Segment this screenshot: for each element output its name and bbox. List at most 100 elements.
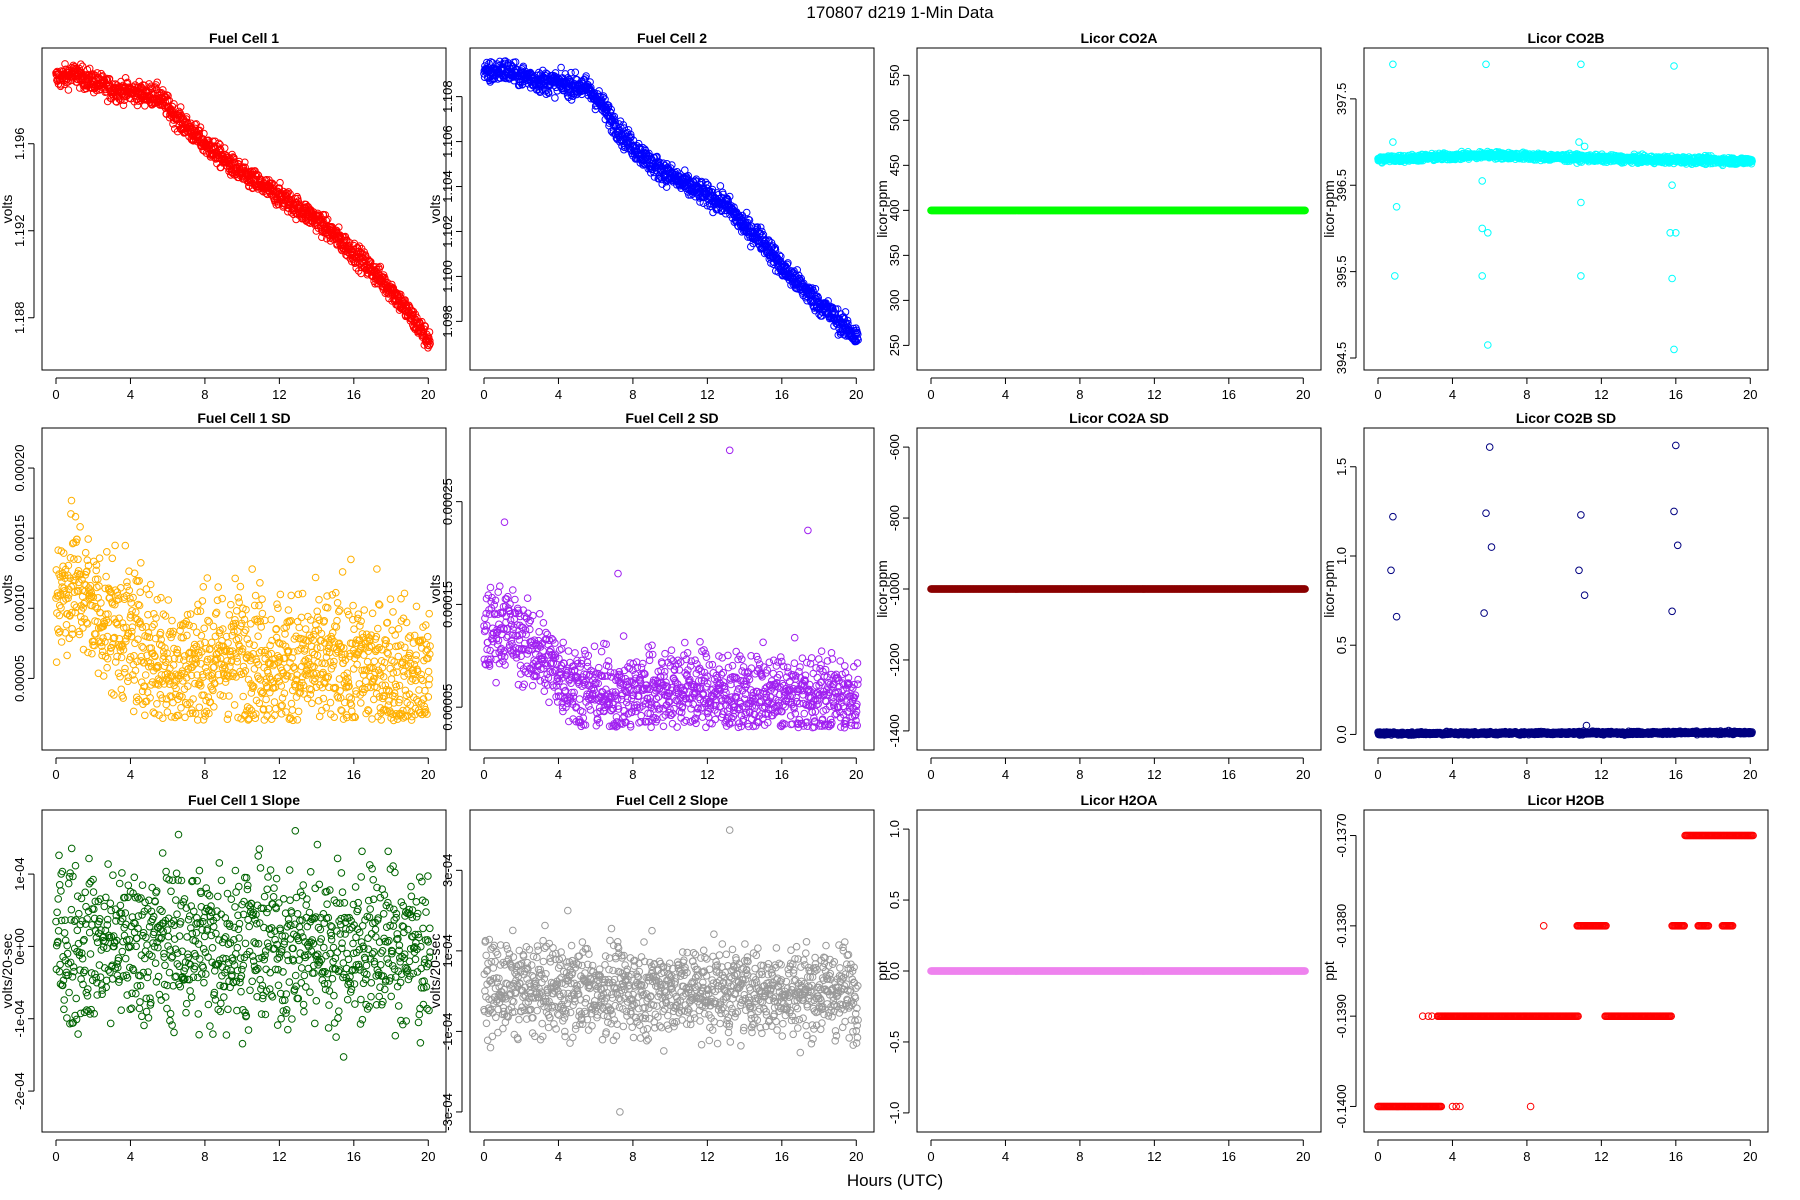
- y-tick-label: 1.106: [440, 125, 455, 158]
- y-tick-label: 1.188: [12, 301, 27, 334]
- y-tick-label: 1.102: [440, 215, 455, 248]
- plot-frame: [469, 47, 875, 371]
- y-tick-label: 1.196: [12, 127, 27, 160]
- x-tick-label: 12: [272, 767, 286, 782]
- data-point: [276, 178, 284, 187]
- data-point: [159, 610, 168, 619]
- y-tick-label: 1.192: [12, 214, 27, 247]
- data-point: [128, 623, 137, 632]
- x-tick-label: 8: [201, 767, 208, 782]
- x-tick-label: 4: [127, 767, 134, 782]
- x-tick-label: 16: [1669, 387, 1683, 402]
- data-point: [775, 251, 784, 260]
- data-point: [224, 710, 233, 719]
- data-point: [396, 290, 405, 299]
- series-points: [52, 496, 434, 725]
- data-point: [128, 607, 136, 615]
- data-point: [701, 178, 710, 187]
- data-point: [63, 651, 71, 660]
- data-point: [613, 135, 622, 144]
- data-point: [74, 555, 82, 564]
- data-point: [1478, 224, 1486, 233]
- data-point: [195, 703, 204, 712]
- x-tick-label: 4: [127, 387, 134, 402]
- data-point: [130, 569, 139, 578]
- y-tick-label: 394.5: [1334, 342, 1349, 375]
- data-point: [341, 232, 350, 241]
- data-point: [587, 83, 595, 92]
- data-point: [1392, 203, 1401, 211]
- data-point: [389, 284, 398, 292]
- data-point: [168, 616, 176, 625]
- data-point: [544, 89, 553, 97]
- data-point: [145, 590, 153, 599]
- data-point: [61, 60, 69, 68]
- x-tick-label: 12: [1147, 387, 1161, 402]
- y-tick-label: 0.00020: [12, 445, 27, 492]
- data-point: [1577, 198, 1585, 207]
- y-tick-label: 395.5: [1334, 255, 1349, 288]
- data-point: [194, 600, 202, 609]
- x-tick-label: 16: [347, 387, 361, 402]
- data-point: [1478, 177, 1486, 185]
- y-tick-label: 450: [887, 154, 902, 176]
- y-tick-label: 300: [887, 290, 902, 312]
- data-point: [119, 694, 127, 702]
- y-axis-label: licor-ppm: [874, 180, 890, 238]
- data-point: [103, 663, 111, 672]
- plot-frame: [41, 47, 447, 371]
- data-point: [518, 80, 527, 88]
- data-point: [626, 134, 634, 142]
- x-tick-label: 8: [629, 387, 636, 402]
- data-point: [626, 130, 635, 139]
- data-point: [210, 703, 218, 711]
- data-point: [662, 183, 671, 191]
- data-point: [146, 580, 155, 589]
- data-point: [1670, 62, 1678, 70]
- data-point: [139, 644, 148, 652]
- data-point: [108, 554, 117, 563]
- x-tick-label: 12: [1594, 387, 1608, 402]
- data-point: [716, 182, 725, 190]
- data-point: [119, 101, 128, 109]
- data-point: [103, 548, 111, 556]
- data-point: [607, 105, 616, 114]
- x-tick-label: 8: [1076, 387, 1083, 402]
- series-points: [1374, 60, 1756, 354]
- panel-title: Fuel Cell 2: [637, 30, 707, 46]
- data-point: [323, 234, 331, 243]
- data-point: [198, 597, 207, 605]
- data-point: [230, 154, 238, 162]
- data-point: [1577, 272, 1585, 280]
- data-point: [81, 548, 90, 557]
- data-point: [102, 572, 110, 581]
- y-tick-label: 500: [887, 109, 902, 131]
- figure-title: 170807 d219 1-Min Data: [806, 3, 994, 22]
- data-point: [322, 216, 331, 225]
- data-point: [567, 68, 575, 77]
- data-point: [241, 158, 249, 167]
- y-axis-label: volts: [427, 195, 443, 224]
- panel-fc2: Fuel Cell 20 4 8 12 16 201.0981.1001.1021.104…: [427, 30, 875, 402]
- data-point: [111, 541, 119, 550]
- data-point: [376, 262, 385, 271]
- y-tick-label: 350: [887, 245, 902, 267]
- data-point: [76, 523, 84, 531]
- data-point: [207, 638, 216, 647]
- data-point: [586, 78, 594, 86]
- y-tick-label: 550: [887, 64, 902, 86]
- data-point: [117, 685, 126, 694]
- data-point: [129, 707, 138, 716]
- data-point: [121, 664, 129, 673]
- data-point: [319, 215, 327, 224]
- panel-title: Licor CO2A: [1080, 30, 1157, 46]
- data-point: [1577, 60, 1585, 69]
- data-point: [561, 70, 570, 78]
- x-tick-label: 20: [421, 387, 435, 402]
- data-point: [286, 190, 294, 198]
- y-tick-label: 1.108: [440, 80, 455, 113]
- data-point: [88, 649, 96, 658]
- data-point: [571, 68, 580, 77]
